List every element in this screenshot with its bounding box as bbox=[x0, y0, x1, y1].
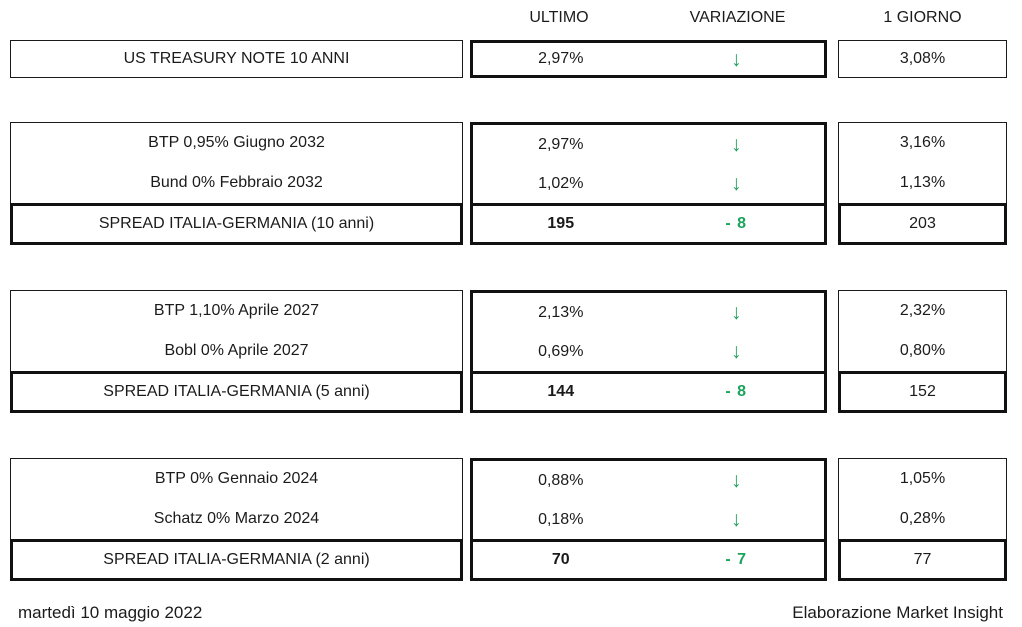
spread-giorno-value: 203 bbox=[909, 215, 936, 232]
spread-label: SPREAD ITALIA-GERMANIA (2 anni) bbox=[103, 551, 370, 568]
ultimo-value: 0,18% bbox=[538, 510, 584, 528]
ultimo-variazione-cell: 2,13% ↓ 0,69% ↓ bbox=[470, 290, 827, 371]
instrument-label: Bund 0% Febbraio 2032 bbox=[150, 174, 323, 191]
down-arrow-icon: ↓ bbox=[731, 172, 742, 195]
ultimo-value: 2,97% bbox=[538, 50, 584, 67]
down-arrow-icon: ↓ bbox=[731, 508, 742, 531]
ultimo-value: 0,69% bbox=[538, 342, 584, 360]
spread-giorno-value: 152 bbox=[909, 383, 936, 400]
values-row: 195 - 8 bbox=[473, 206, 824, 242]
label-cell: BTP 1,10% Aprile 2027 Bobl 0% Aprile 202… bbox=[10, 290, 463, 371]
down-arrow-icon: ↓ bbox=[731, 47, 742, 71]
instrument-label: US TREASURY NOTE 10 ANNI bbox=[123, 50, 350, 67]
ultimo-value: 2,97% bbox=[538, 135, 584, 153]
spread-ultimo-value: 70 bbox=[551, 551, 570, 568]
values-row: 0,69% ↓ bbox=[473, 332, 824, 371]
ultimo-variazione-cell: 2,97% ↓ bbox=[470, 40, 827, 78]
instrument-label: Schatz 0% Marzo 2024 bbox=[153, 510, 320, 527]
column-header-ultimo: ULTIMO bbox=[529, 9, 589, 26]
values-row: 2,97% ↓ bbox=[473, 43, 824, 75]
spread-giorno-cell: 77 bbox=[838, 539, 1007, 581]
label-cell: US TREASURY NOTE 10 ANNI bbox=[10, 40, 463, 78]
values-row: 0,18% ↓ bbox=[473, 500, 824, 539]
giorno-value: 0,80% bbox=[899, 342, 946, 359]
spread-values-cell: 144 - 8 bbox=[470, 371, 827, 413]
spread-values-cell: 70 - 7 bbox=[470, 539, 827, 581]
ultimo-variazione-cell: 0,88% ↓ 0,18% ↓ bbox=[470, 458, 827, 539]
spread-variation-value: - 8 bbox=[725, 215, 748, 232]
giorno-cell: 2,32% 0,80% bbox=[838, 290, 1007, 371]
values-row: 2,97% ↓ bbox=[473, 125, 824, 164]
spread-ultimo-value: 195 bbox=[547, 215, 575, 232]
ultimo-value: 1,02% bbox=[538, 174, 584, 192]
spread-giorno-cell: 152 bbox=[838, 371, 1007, 413]
values-row: 2,13% ↓ bbox=[473, 293, 824, 332]
giorno-cell: 3,16% 1,13% bbox=[838, 122, 1007, 203]
ultimo-value: 2,13% bbox=[538, 303, 584, 321]
giorno-value: 1,13% bbox=[899, 174, 946, 191]
spread-giorno-cell: 203 bbox=[838, 203, 1007, 245]
spread-ultimo-value: 144 bbox=[547, 383, 575, 400]
giorno-value: 2,32% bbox=[899, 302, 946, 319]
spread-label-cell: SPREAD ITALIA-GERMANIA (10 anni) bbox=[10, 203, 463, 245]
values-row: 1,02% ↓ bbox=[473, 164, 824, 203]
down-arrow-icon: ↓ bbox=[731, 469, 742, 492]
instrument-label: BTP 1,10% Aprile 2027 bbox=[153, 302, 320, 319]
spread-label: SPREAD ITALIA-GERMANIA (10 anni) bbox=[98, 215, 375, 232]
date-label: martedì 10 maggio 2022 bbox=[18, 603, 203, 622]
down-arrow-icon: ↓ bbox=[731, 133, 742, 156]
instrument-label: BTP 0% Gennaio 2024 bbox=[154, 470, 319, 487]
column-header-variazione: VARIAZIONE bbox=[689, 9, 786, 26]
spread-label-cell: SPREAD ITALIA-GERMANIA (5 anni) bbox=[10, 371, 463, 413]
label-cell: BTP 0% Gennaio 2024 Schatz 0% Marzo 2024 bbox=[10, 458, 463, 539]
values-row: 0,88% ↓ bbox=[473, 461, 824, 500]
spread-variation-value: - 8 bbox=[725, 383, 748, 400]
giorno-value: 1,05% bbox=[899, 470, 946, 487]
spread-values-cell: 195 - 8 bbox=[470, 203, 827, 245]
instrument-label: Bobl 0% Aprile 2027 bbox=[164, 342, 309, 359]
spread-variation-value: - 7 bbox=[725, 551, 748, 568]
source-credit-label: Elaborazione Market Insight bbox=[792, 603, 1003, 622]
ultimo-value: 0,88% bbox=[538, 471, 584, 489]
values-row: 70 - 7 bbox=[473, 542, 824, 578]
ultimo-variazione-cell: 2,97% ↓ 1,02% ↓ bbox=[470, 122, 827, 203]
giorno-value: 3,08% bbox=[899, 50, 946, 67]
label-cell: BTP 0,95% Giugno 2032 Bund 0% Febbraio 2… bbox=[10, 122, 463, 203]
spread-giorno-value: 77 bbox=[913, 551, 932, 568]
spread-label: SPREAD ITALIA-GERMANIA (5 anni) bbox=[103, 383, 370, 400]
giorno-value: 0,28% bbox=[899, 510, 946, 527]
giorno-cell: 3,08% bbox=[838, 40, 1007, 78]
down-arrow-icon: ↓ bbox=[731, 340, 742, 363]
giorno-cell: 1,05% 0,28% bbox=[838, 458, 1007, 539]
column-header-1-giorno: 1 GIORNO bbox=[883, 9, 962, 26]
values-row: 144 - 8 bbox=[473, 374, 824, 410]
down-arrow-icon: ↓ bbox=[731, 301, 742, 324]
instrument-label: BTP 0,95% Giugno 2032 bbox=[148, 134, 325, 151]
giorno-value: 3,16% bbox=[899, 134, 946, 151]
spread-label-cell: SPREAD ITALIA-GERMANIA (2 anni) bbox=[10, 539, 463, 581]
